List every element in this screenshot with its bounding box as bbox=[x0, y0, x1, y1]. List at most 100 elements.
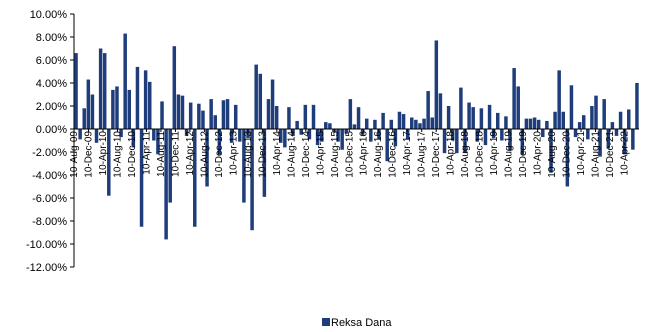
bar bbox=[622, 129, 627, 155]
bar bbox=[221, 100, 226, 129]
bar bbox=[565, 129, 570, 187]
bar bbox=[491, 129, 496, 139]
y-tick-label: 0.00% bbox=[36, 124, 67, 136]
bar bbox=[160, 101, 164, 129]
bar bbox=[401, 114, 406, 129]
y-tick-label: 2.00% bbox=[36, 101, 67, 113]
bar bbox=[131, 129, 136, 148]
bar bbox=[463, 129, 467, 154]
bar bbox=[213, 115, 217, 129]
bar bbox=[283, 129, 287, 148]
y-tick-label: -10.00% bbox=[26, 239, 67, 251]
x-tick-label: 10-Apr-10 bbox=[98, 131, 109, 176]
bar bbox=[94, 129, 99, 143]
x-tick-label: 10-Aug-14 bbox=[286, 131, 297, 178]
x-tick-label: 10-Dec-10 bbox=[127, 131, 138, 178]
bar bbox=[381, 112, 385, 129]
x-tick-label: 10-Apr-15 bbox=[315, 131, 326, 176]
bar bbox=[455, 129, 459, 154]
bar bbox=[446, 106, 451, 129]
x-tick-label: 10-Dec-12 bbox=[214, 131, 225, 178]
bar bbox=[356, 107, 361, 129]
y-axis: 10.00% 8.00% 6.00% 4.00% 2.00% 0.00% -2.00% -4.… bbox=[26, 9, 75, 274]
bar bbox=[148, 81, 152, 129]
bar bbox=[385, 129, 389, 162]
bar bbox=[561, 111, 565, 129]
bar bbox=[577, 122, 582, 129]
bar bbox=[287, 107, 291, 129]
bar bbox=[598, 129, 602, 157]
x-tick-label: 10-Dec-20 bbox=[562, 131, 573, 178]
x-tick-label: 10-Dec-17 bbox=[431, 131, 442, 178]
bar bbox=[520, 129, 525, 155]
x-tick-label: 10-Aug-20 bbox=[547, 131, 558, 178]
bar bbox=[516, 86, 520, 129]
bar bbox=[193, 129, 197, 227]
bar bbox=[528, 118, 533, 129]
bar bbox=[254, 64, 258, 129]
bar bbox=[610, 122, 615, 129]
bar bbox=[360, 129, 365, 135]
y-tick-label: 6.00% bbox=[36, 55, 67, 67]
x-tick-label: 10-Dec-21 bbox=[605, 131, 616, 178]
x-tick-label: 10-Apr-19 bbox=[489, 131, 500, 176]
bar bbox=[377, 129, 381, 140]
bar bbox=[242, 129, 246, 203]
y-tick-label: -6.00% bbox=[32, 193, 67, 205]
x-tick-label: 10-Aug-19 bbox=[504, 131, 515, 178]
bar bbox=[127, 89, 132, 129]
bar bbox=[201, 110, 205, 129]
bar bbox=[594, 95, 598, 129]
bar bbox=[123, 33, 127, 129]
bar bbox=[250, 129, 254, 231]
bar bbox=[279, 129, 283, 143]
bar bbox=[225, 99, 230, 129]
x-tick-label: 10-Dec-19 bbox=[518, 131, 529, 178]
bar bbox=[270, 79, 275, 129]
bars bbox=[74, 33, 639, 240]
bar bbox=[418, 123, 422, 129]
x-tick-label: 10-Dec-15 bbox=[344, 131, 355, 178]
bar bbox=[393, 129, 398, 147]
bar bbox=[238, 129, 242, 142]
bar bbox=[340, 129, 344, 150]
bar bbox=[475, 129, 480, 142]
bar bbox=[90, 94, 95, 129]
bar bbox=[168, 129, 172, 203]
x-tick-label: 10-Apr-11 bbox=[141, 131, 152, 175]
bar bbox=[459, 87, 463, 129]
bar bbox=[324, 122, 328, 129]
bar bbox=[336, 129, 340, 142]
x-tick-label: 10-Aug-18 bbox=[460, 131, 471, 178]
bar bbox=[164, 129, 168, 240]
bar bbox=[180, 95, 185, 129]
bar bbox=[553, 111, 557, 129]
x-tick-label: 10-Aug-15 bbox=[330, 131, 341, 178]
bar bbox=[176, 94, 181, 129]
x-tick-label: 10-Aug-21 bbox=[591, 131, 602, 178]
bar bbox=[614, 129, 619, 136]
bar bbox=[86, 79, 91, 129]
bar bbox=[590, 106, 594, 129]
bar bbox=[197, 103, 201, 129]
bar bbox=[78, 129, 82, 140]
bar bbox=[512, 68, 516, 129]
x-tick-label: 10-Aug-13 bbox=[243, 131, 254, 178]
bar bbox=[102, 53, 107, 129]
bar bbox=[107, 129, 111, 196]
legend: Reksa Dana bbox=[322, 317, 392, 329]
y-tick-label: -2.00% bbox=[32, 147, 67, 159]
legend-label-reksa-dana: Reksa Dana bbox=[331, 317, 392, 329]
x-tick-label: 10-Aug-17 bbox=[417, 131, 428, 178]
bar bbox=[504, 116, 508, 129]
bar bbox=[115, 86, 119, 129]
x-axis: 10-Aug-09 10-Dec-09 10-Apr-10 10-Aug-10 10-D… bbox=[69, 128, 639, 178]
bar bbox=[545, 120, 549, 129]
bar bbox=[524, 118, 529, 129]
bar bbox=[233, 104, 238, 129]
bar bbox=[430, 117, 434, 129]
x-tick-label: 10-Aug-16 bbox=[373, 131, 384, 178]
bar bbox=[500, 129, 504, 141]
y-tick-label: 4.00% bbox=[36, 78, 67, 90]
x-tick-label: 10-Aug-12 bbox=[199, 131, 210, 178]
